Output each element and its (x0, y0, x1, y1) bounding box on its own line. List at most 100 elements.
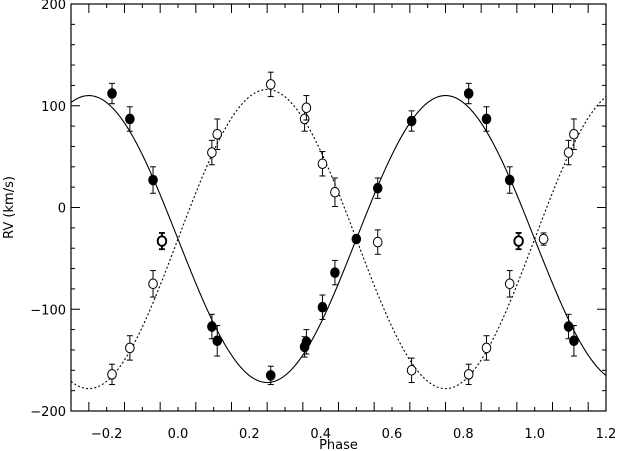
open-marker (406, 365, 417, 376)
data-point (317, 294, 328, 320)
data-point (207, 313, 217, 340)
open-marker (265, 79, 276, 90)
data-point (538, 232, 549, 246)
data-point (513, 232, 524, 251)
data-point (107, 363, 117, 386)
filled-marker (107, 88, 117, 99)
fit-curves (70, 88, 607, 390)
x-tick-label: 0.8 (453, 427, 474, 442)
data-point (463, 363, 474, 386)
open-marker (481, 342, 492, 354)
data-point (107, 82, 117, 105)
open-marker (207, 147, 217, 158)
filled-marker (351, 233, 362, 245)
data-point (563, 139, 574, 166)
filled-marker (463, 88, 474, 99)
data-point (265, 71, 276, 98)
filled-marker (372, 182, 383, 194)
y-tick-label: −100 (30, 303, 66, 318)
x-tick-label: 0.4 (310, 427, 331, 442)
open-marker (463, 369, 474, 380)
open-marker (372, 236, 383, 248)
open-marker (538, 233, 549, 245)
data-point (406, 357, 417, 384)
data-point (125, 106, 135, 132)
data-point (406, 110, 417, 132)
x-axis-label: Phase (319, 438, 358, 451)
open-marker (301, 102, 312, 114)
data-point (317, 151, 328, 177)
y-tick-labels: −200 −100 0 100 200 (30, 0, 66, 420)
data-point (265, 365, 276, 386)
filled-marker (481, 113, 492, 125)
filled-marker (265, 370, 276, 381)
y-tick-label: 200 (41, 0, 66, 13)
plot-frame (70, 3, 607, 412)
axis-ticks (70, 3, 607, 412)
x-tick-label: 1.0 (524, 427, 545, 442)
filled-marker (148, 174, 158, 186)
series-bold-open-circle (156, 232, 524, 251)
data-point (504, 166, 515, 194)
x-tick-label: 0.2 (239, 427, 260, 442)
open-marker (504, 278, 515, 290)
filled-marker (125, 113, 135, 125)
x-tick-labels: −0.2 0.0 0.2 0.4 0.6 0.8 1.0 1.2 (91, 427, 616, 442)
data-point (156, 232, 168, 251)
open-marker (563, 147, 574, 158)
open-marker (330, 186, 340, 198)
filled-marker (207, 321, 217, 332)
open-marker (125, 342, 135, 354)
data-points (107, 71, 579, 386)
open-marker (299, 113, 310, 125)
data-point (351, 233, 362, 245)
x-tick-label: 0.0 (168, 427, 189, 442)
secondary-fit-curve (70, 88, 607, 390)
filled-marker (212, 335, 223, 347)
data-point (125, 335, 135, 361)
open-marker (317, 158, 328, 170)
filled-marker (317, 301, 328, 313)
data-point (481, 106, 492, 132)
open-marker (148, 278, 158, 290)
y-tick-label: 100 (41, 100, 66, 115)
x-tick-label: −0.2 (91, 427, 123, 442)
data-point (569, 118, 579, 151)
bold-open-marker (513, 235, 524, 247)
data-point (372, 177, 383, 199)
filled-marker (330, 267, 340, 278)
data-point (463, 82, 474, 105)
series-open-circle (107, 71, 579, 386)
data-point (212, 325, 223, 357)
data-point (301, 329, 312, 355)
y-tick-label: 0 (58, 202, 66, 217)
filled-marker (301, 336, 312, 348)
y-axis-label: RV (km/s) (2, 176, 17, 239)
bold-open-marker (156, 235, 168, 247)
x-tick-label: 1.2 (596, 427, 617, 442)
data-point (481, 335, 492, 361)
data-point (330, 177, 340, 207)
open-marker (569, 128, 579, 140)
data-point (330, 259, 340, 286)
x-tick-label: 0.6 (382, 427, 403, 442)
open-marker (107, 369, 117, 380)
filled-marker (406, 115, 417, 127)
y-tick-label: −200 (30, 405, 66, 420)
data-point (372, 229, 383, 255)
open-marker (212, 128, 223, 140)
data-point (212, 118, 223, 151)
data-point (504, 270, 515, 298)
filled-marker (504, 174, 515, 186)
primary-fit-curve (70, 95, 607, 384)
filled-marker (563, 321, 574, 332)
data-point (569, 325, 579, 357)
data-point (301, 95, 312, 121)
data-point (207, 139, 217, 166)
data-point (563, 313, 574, 340)
data-point (148, 166, 158, 194)
filled-marker (569, 335, 579, 347)
series-filled-circle (107, 82, 579, 386)
data-point (148, 270, 158, 298)
